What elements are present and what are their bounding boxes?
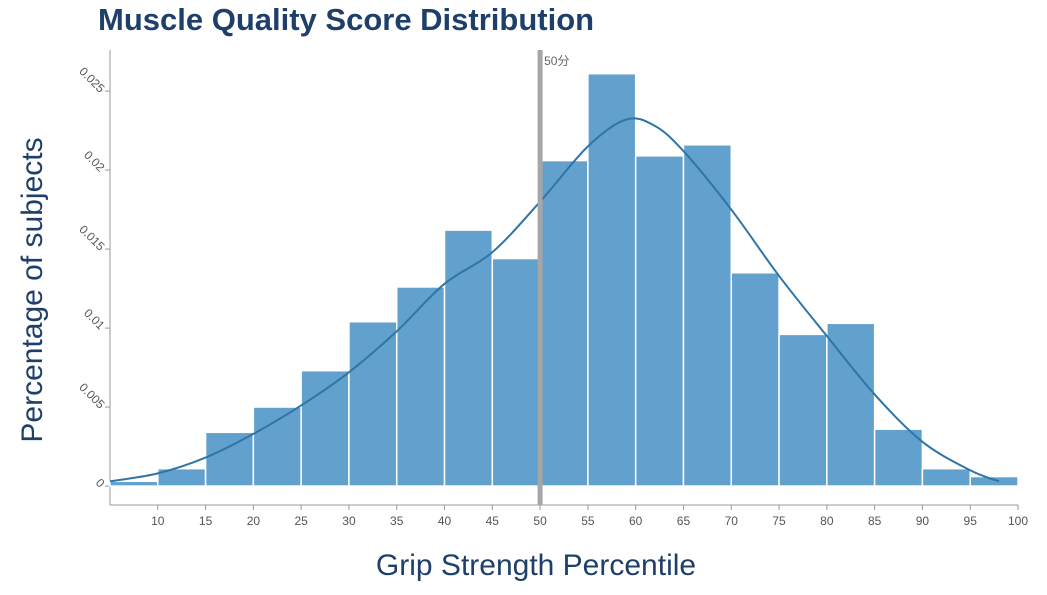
bar (300, 369, 350, 487)
bar (252, 406, 302, 487)
y-tick-label: 0.02 (81, 148, 108, 175)
x-tick-label: 35 (390, 514, 404, 528)
x-tick-label: 20 (247, 514, 261, 528)
y-tick-label: 0 (93, 476, 108, 491)
bar (491, 257, 541, 487)
chart-title: Muscle Quality Score Distribution (98, 2, 594, 37)
y-axis-label: Percentage of subjects (16, 137, 49, 442)
bar (395, 286, 446, 487)
bar (778, 333, 828, 487)
kde-curve (109, 117, 1000, 483)
x-tick-label: 90 (916, 514, 930, 528)
x-tick-label: 80 (820, 514, 834, 528)
x-tick-label: 10 (151, 514, 165, 528)
bar (682, 144, 733, 487)
bar (921, 467, 971, 487)
bar (539, 159, 589, 487)
x-tick-label: 30 (342, 514, 356, 528)
bar (730, 272, 780, 487)
bar (348, 320, 398, 487)
x-tick-label: 100 (1008, 514, 1028, 528)
y-tick-label: 0.015 (76, 222, 107, 253)
reference-label: 50分 (544, 54, 569, 68)
x-tick-label: 85 (868, 514, 882, 528)
x-tick-label: 60 (629, 514, 643, 528)
x-tick-label: 65 (677, 514, 691, 528)
x-tick-label: 50 (533, 514, 547, 528)
bar (969, 475, 1019, 487)
bar (587, 72, 637, 487)
y-tick-label: 0.025 (76, 64, 107, 95)
bar (634, 155, 685, 487)
x-tick-label: 70 (725, 514, 739, 528)
y-tick-label: 0.005 (76, 380, 107, 411)
bar (826, 322, 876, 487)
x-tick-label: 25 (294, 514, 308, 528)
x-tick-label: 95 (964, 514, 978, 528)
x-tick-label: 75 (772, 514, 786, 528)
bar (873, 428, 924, 487)
x-axis-label: Grip Strength Percentile (376, 549, 696, 582)
x-tick-label: 40 (438, 514, 452, 528)
x-tick-label: 55 (581, 514, 595, 528)
bar (204, 431, 255, 487)
y-tick-label: 0.01 (81, 306, 108, 333)
x-tick-label: 45 (486, 514, 500, 528)
bar (109, 480, 159, 487)
x-tick-label: 15 (199, 514, 213, 528)
